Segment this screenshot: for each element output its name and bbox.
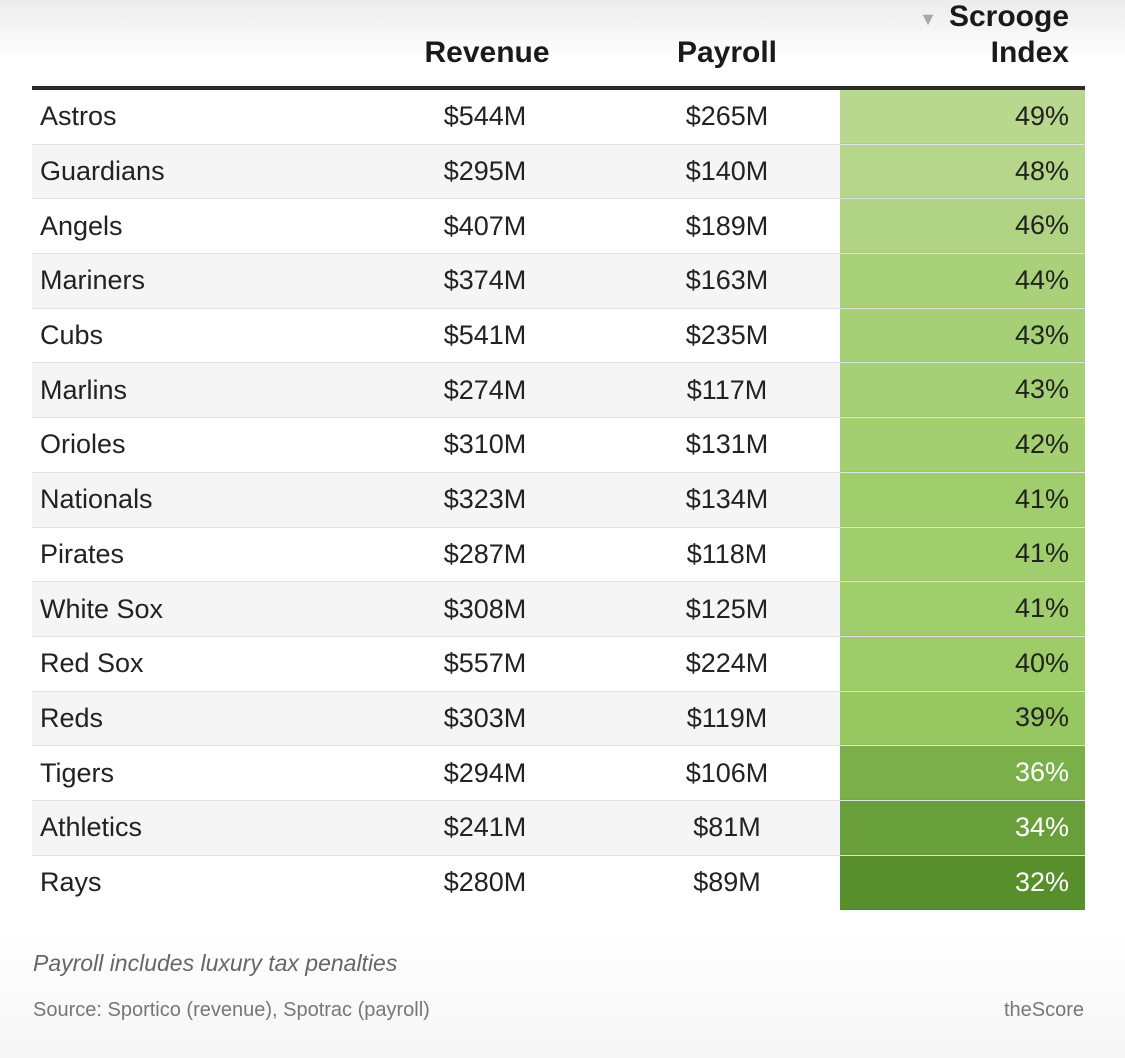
revenue-value: $374M [443,265,527,296]
payroll-value: $265M [685,101,769,132]
table-row: Guardians $295M $140M 48% [32,144,1085,200]
payroll-value: $163M [685,265,769,296]
team-name: Rays [40,867,102,898]
table-row: Cubs $541M $235M 43% [32,308,1085,364]
scrooge-index-cell: 44% [840,254,1085,308]
scrooge-index-table: Revenue Payroll ▼ Scrooge Index Astros $544… [32,0,1085,911]
team-name: Red Sox [40,648,144,679]
scrooge-index-cell: 32% [840,855,1085,911]
header-scrooge-index-label: Scrooge Index [948,0,1069,69]
scrooge-index-cell: 41% [840,527,1085,582]
revenue-value: $294M [443,757,527,788]
team-name: Astros [40,101,117,132]
table-row: Rays $280M $89M 32% [32,855,1085,911]
scrooge-index-cell: 42% [840,418,1085,472]
revenue-value: $287M [443,538,527,569]
table-row: Nationals $323M $134M 41% [32,472,1085,528]
payroll-value: $118M [686,538,768,569]
revenue-value: $274M [443,374,527,405]
revenue-value: $323M [443,484,527,515]
source-note: Source: Sportico (revenue), Spotrac (pay… [33,999,430,1021]
payroll-value: $134M [685,484,769,515]
table-row: Marlins $274M $117M 43% [32,363,1085,419]
team-name: Reds [40,702,104,733]
team-name: Nationals [40,484,153,515]
sort-descending-icon: ▼ [919,9,937,29]
payroll-value: $106M [685,757,769,788]
team-name: Marlins [40,374,128,405]
scrooge-index-cell: 36% [840,746,1085,800]
table-row: Red Sox $557M $224M 40% [32,636,1085,692]
team-name: Tigers [40,757,115,788]
table-row: Orioles $310M $131M 42% [32,418,1085,473]
payroll-value: $235M [685,320,769,351]
payroll-value: $140M [685,156,769,187]
scrooge-index-cell: 34% [840,800,1085,855]
team-name: Mariners [40,265,146,296]
team-name: Cubs [40,320,104,351]
table-row: Angels $407M $189M 46% [32,199,1085,255]
payroll-value: $131M [685,429,769,460]
table-row: Tigers $294M $106M 36% [32,746,1085,801]
revenue-value: $308M [443,593,527,624]
team-name: Athletics [40,812,143,843]
scrooge-index-cell: 43% [840,308,1085,363]
payroll-value: $125M [685,593,769,624]
header-payroll[interactable]: Payroll [676,36,778,69]
table-row: White Sox $308M $125M 41% [32,582,1085,637]
revenue-value: $407M [443,210,527,241]
table-row: Pirates $287M $118M 41% [32,527,1085,583]
team-name: Angels [40,210,123,241]
table-header: Revenue Payroll ▼ Scrooge Index [32,0,1085,90]
payroll-value: $117M [686,374,768,405]
table-row: Athletics $241M $81M 34% [32,800,1085,856]
scrooge-index-cell: 41% [840,472,1085,527]
table-body: Astros $544M $265M 49% Guardians $295M $140M 48… [32,90,1085,911]
scrooge-index-cell: 49% [840,90,1085,144]
scrooge-index-cell: 43% [840,363,1085,418]
team-name: Pirates [40,538,125,569]
team-name: Orioles [40,429,126,460]
revenue-value: $241M [443,812,527,843]
team-name: Guardians [40,156,165,187]
header-scrooge-index[interactable]: ▼ Scrooge Index [849,0,1069,70]
header-revenue[interactable]: Revenue [424,36,550,69]
scrooge-index-cell: 39% [840,691,1085,746]
revenue-value: $280M [443,867,527,898]
scrooge-index-cell: 46% [840,199,1085,254]
revenue-value: $557M [443,648,527,679]
payroll-value: $89M [693,867,761,898]
brand-credit: theScore [1003,999,1084,1021]
table-row: Reds $303M $119M 39% [32,691,1085,747]
team-name: White Sox [40,593,164,624]
scrooge-index-cell: 48% [840,144,1085,199]
payroll-value: $224M [685,648,769,679]
revenue-value: $303M [443,702,527,733]
table-row: Mariners $374M $163M 44% [32,254,1085,309]
revenue-value: $295M [443,156,527,187]
revenue-value: $541M [443,320,527,351]
footnote: Payroll includes luxury tax penalties [33,950,398,976]
payroll-value: $189M [685,210,769,241]
scrooge-index-cell: 40% [840,636,1085,691]
payroll-value: $119M [686,702,768,733]
table-row: Astros $544M $265M 49% [32,90,1085,145]
payroll-value: $81M [693,812,761,843]
scrooge-index-cell: 41% [840,582,1085,636]
revenue-value: $310M [443,429,527,460]
revenue-value: $544M [443,101,527,132]
